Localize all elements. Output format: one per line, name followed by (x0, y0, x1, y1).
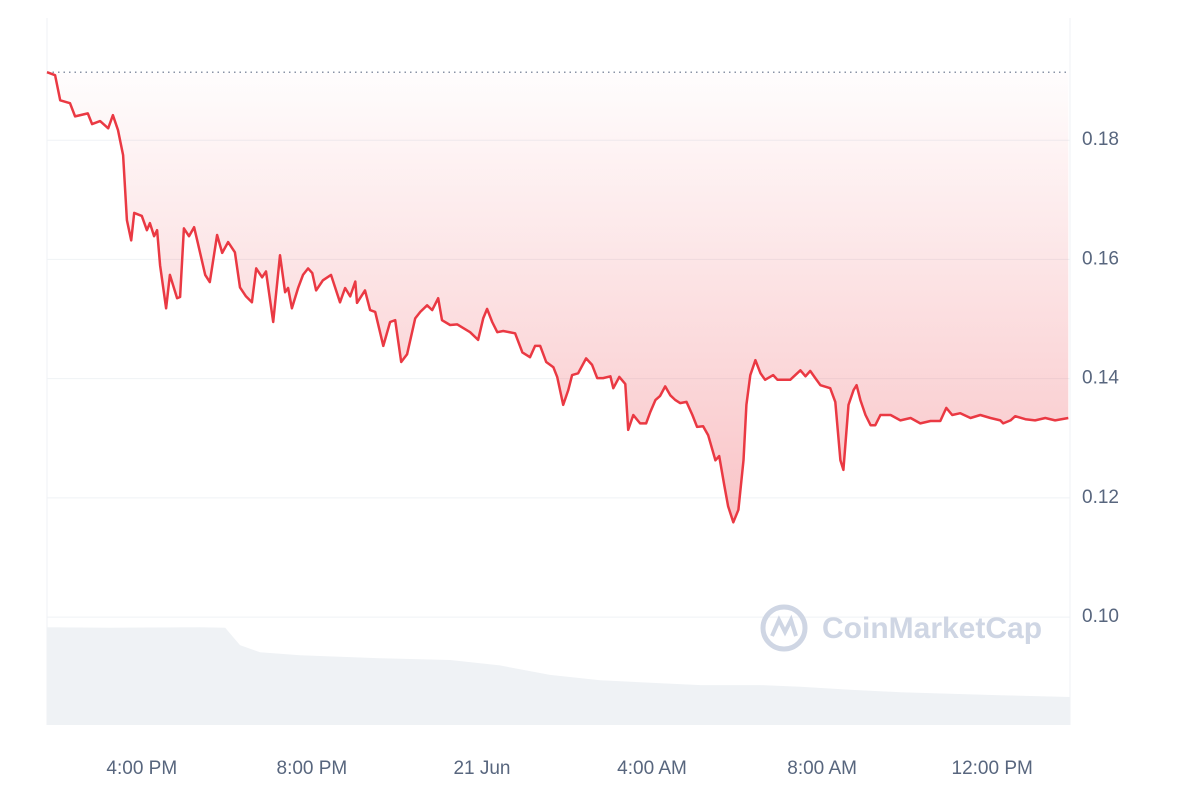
y-tick-label: 0.16 (1082, 248, 1119, 269)
watermark-logo (760, 604, 808, 652)
x-tick-label: 8:00 AM (787, 758, 857, 779)
price-line (46, 71, 1069, 524)
watermark: CoinMarketCap (822, 612, 1042, 645)
y-tick-label: 0.14 (1082, 368, 1119, 389)
y-tick-label: 0.18 (1082, 129, 1119, 150)
price-area (47, 72, 1069, 523)
y-tick-label: 0.10 (1082, 606, 1119, 627)
volume-area (47, 627, 1070, 725)
x-tick-label: 4:00 AM (617, 758, 687, 779)
x-tick-label: 12:00 PM (952, 758, 1033, 779)
x-tick-label: 8:00 PM (277, 758, 348, 779)
x-tick-label: 4:00 PM (106, 758, 177, 779)
y-tick-label: 0.12 (1082, 487, 1119, 508)
x-tick-label: 21 Jun (453, 758, 510, 779)
